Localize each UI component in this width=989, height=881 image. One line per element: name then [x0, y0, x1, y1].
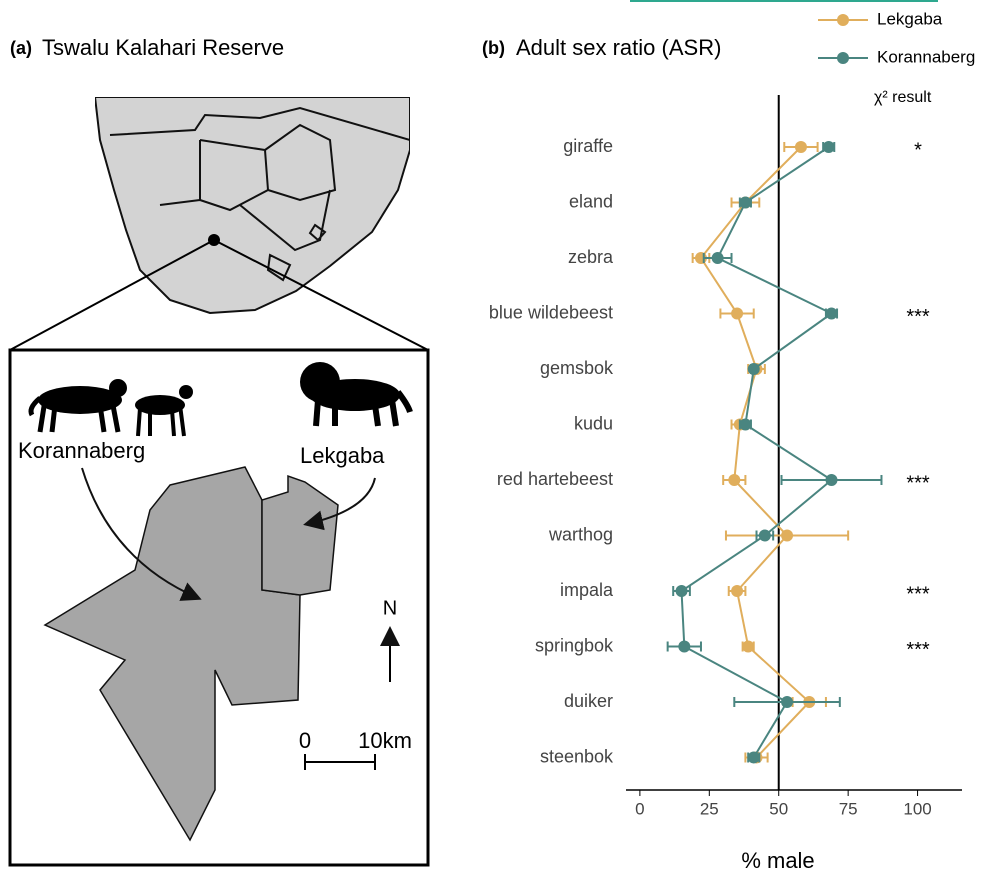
panel-label: (b): [482, 38, 505, 58]
x-tick-label: 75: [839, 799, 858, 818]
y-tick-label: duiker: [564, 691, 613, 711]
y-tick-label: red hartebeest: [497, 469, 613, 489]
point: [742, 641, 754, 653]
point: [678, 641, 690, 653]
point: [712, 252, 724, 264]
legend-label: Lekgaba: [877, 9, 943, 28]
north-label: N: [383, 597, 397, 619]
y-tick-label: blue wildebeest: [489, 302, 613, 322]
series-line: [682, 147, 832, 758]
point: [748, 752, 760, 764]
x-tick-label: 50: [769, 799, 788, 818]
significance-label: *: [914, 139, 922, 161]
map-label: Korannaberg: [18, 438, 145, 463]
point: [676, 585, 688, 597]
x-tick-label: 25: [700, 799, 719, 818]
y-tick-label: springbok: [535, 635, 614, 655]
y-tick-label: eland: [569, 191, 613, 211]
map-label: Lekgaba: [300, 443, 385, 468]
point: [739, 197, 751, 209]
point: [739, 419, 751, 431]
legend-marker: [837, 14, 849, 26]
y-tick-label: impala: [560, 580, 614, 600]
y-tick-label: zebra: [568, 247, 614, 267]
figure: (a) Tswalu Kalahari Reserve Korannaberg …: [0, 0, 989, 881]
point: [795, 141, 807, 153]
point: [728, 474, 740, 486]
point: [748, 363, 760, 375]
point: [781, 696, 793, 708]
point: [825, 474, 837, 486]
y-tick-label: kudu: [574, 413, 613, 433]
y-tick-label: warthog: [548, 524, 613, 544]
significance-label: ***: [906, 639, 930, 661]
point: [759, 530, 771, 542]
point: [825, 308, 837, 320]
x-tick-label: 0: [635, 799, 644, 818]
y-tick-label: steenbok: [540, 746, 614, 766]
series-line: [701, 147, 809, 758]
y-tick-label: gemsbok: [540, 358, 614, 378]
map-title: Tswalu Kalahari Reserve: [42, 35, 284, 60]
point: [731, 585, 743, 597]
x-tick-label: 100: [903, 799, 931, 818]
point: [731, 308, 743, 320]
y-tick-label: giraffe: [563, 136, 613, 156]
point: [781, 530, 793, 542]
x-axis-label: % male: [741, 848, 814, 873]
panel-label: (a): [10, 38, 32, 58]
africa-map: [95, 97, 410, 313]
scale-label: 0: [299, 728, 311, 753]
chart-title: Adult sex ratio (ASR): [516, 35, 721, 60]
significance-label: ***: [906, 472, 930, 494]
legend-marker: [837, 52, 849, 64]
legend-label: Korannaberg: [877, 47, 975, 66]
significance-label: ***: [906, 583, 930, 605]
significance-title: χ² result: [874, 89, 932, 106]
scale-label: 10km: [358, 728, 412, 753]
significance-label: ***: [906, 306, 930, 328]
point: [823, 141, 835, 153]
